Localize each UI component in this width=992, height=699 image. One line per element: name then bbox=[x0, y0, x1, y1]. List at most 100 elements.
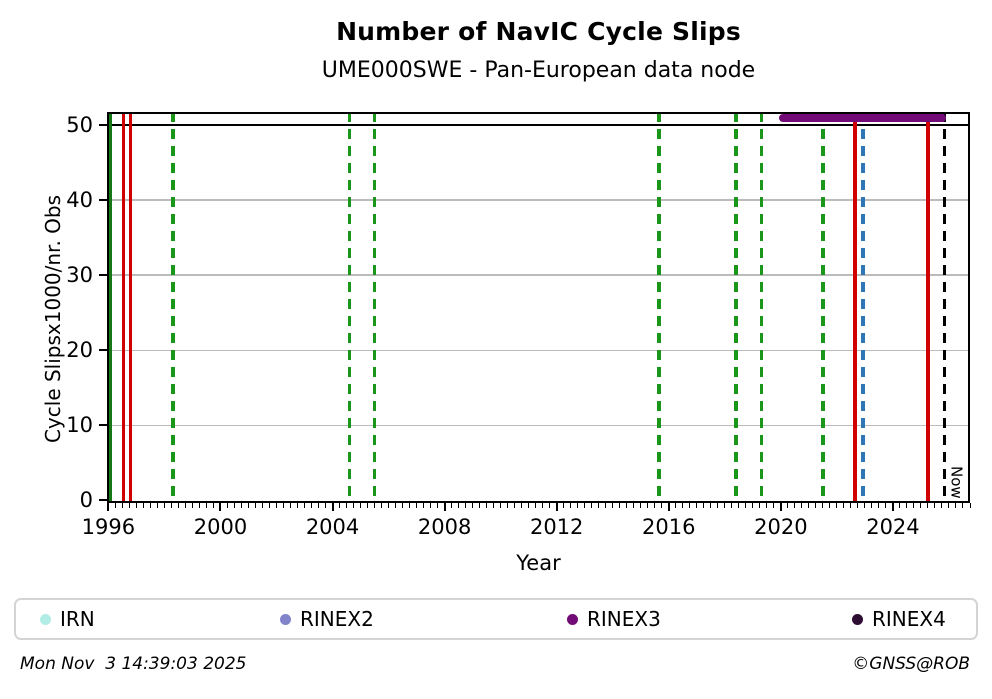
legend-item-irn: IRN bbox=[16, 607, 256, 631]
x-minor-tick bbox=[437, 503, 439, 508]
x-minor-tick bbox=[612, 503, 614, 508]
x-minor-tick bbox=[177, 503, 179, 508]
x-minor-tick bbox=[696, 503, 698, 508]
x-minor-tick bbox=[857, 503, 859, 508]
x-minor-tick bbox=[142, 503, 144, 508]
x-minor-tick bbox=[591, 503, 593, 508]
x-minor-tick bbox=[941, 503, 943, 508]
event-line-dashed bbox=[171, 112, 175, 503]
x-minor-tick bbox=[654, 503, 656, 508]
x-minor-tick bbox=[640, 503, 642, 508]
x-minor-tick bbox=[913, 503, 915, 508]
left-spine bbox=[107, 112, 109, 503]
x-minor-tick bbox=[871, 503, 873, 508]
x-minor-tick bbox=[360, 503, 362, 508]
x-minor-tick bbox=[724, 503, 726, 508]
x-minor-tick bbox=[836, 503, 838, 508]
legend-marker-icon bbox=[280, 613, 291, 625]
event-line-solid bbox=[108, 112, 112, 503]
cap-line-50 bbox=[107, 123, 970, 127]
x-major-tick bbox=[891, 503, 894, 511]
series-rinex3 bbox=[779, 113, 947, 122]
x-minor-tick bbox=[787, 503, 789, 508]
legend-label: RINEX3 bbox=[587, 607, 661, 631]
x-minor-tick bbox=[240, 503, 242, 508]
right-spine bbox=[968, 112, 970, 503]
y-major-tick bbox=[99, 499, 107, 502]
x-minor-tick bbox=[626, 503, 628, 508]
x-major-tick bbox=[555, 503, 558, 511]
event-line-dashed bbox=[372, 112, 377, 503]
x-minor-tick bbox=[318, 503, 320, 508]
x-tick-label: 2024 bbox=[866, 515, 920, 539]
chart-subtitle: UME000SWE - Pan-European data node bbox=[321, 58, 756, 83]
x-major-tick bbox=[331, 503, 334, 511]
bottom-spine bbox=[107, 501, 970, 503]
x-minor-tick bbox=[374, 503, 376, 508]
x-major-tick bbox=[667, 503, 670, 511]
x-minor-tick bbox=[521, 503, 523, 508]
h-gridline bbox=[107, 424, 970, 427]
x-minor-tick bbox=[395, 503, 397, 508]
x-minor-tick bbox=[353, 503, 355, 508]
legend-item-rinex4: RINEX4 bbox=[828, 607, 976, 631]
event-line-solid bbox=[853, 112, 857, 503]
x-minor-tick bbox=[170, 503, 172, 508]
x-minor-tick bbox=[163, 503, 165, 508]
x-minor-tick bbox=[808, 503, 810, 508]
x-minor-tick bbox=[864, 503, 866, 508]
legend-marker-icon bbox=[40, 613, 51, 625]
x-tick-label: 2016 bbox=[642, 515, 696, 539]
x-minor-tick bbox=[962, 503, 964, 508]
x-major-tick bbox=[219, 503, 222, 511]
timestamp: Mon Nov 3 14:39:03 2025 bbox=[20, 654, 247, 674]
x-minor-tick bbox=[325, 503, 327, 508]
x-minor-tick bbox=[969, 503, 971, 508]
x-minor-tick bbox=[388, 503, 390, 508]
x-minor-tick bbox=[128, 503, 130, 508]
x-minor-tick bbox=[899, 503, 901, 508]
x-minor-tick bbox=[920, 503, 922, 508]
x-minor-tick bbox=[381, 503, 383, 508]
x-minor-tick bbox=[794, 503, 796, 508]
y-major-tick bbox=[99, 124, 107, 127]
x-minor-tick bbox=[409, 503, 411, 508]
legend-item-rinex3: RINEX3 bbox=[543, 607, 828, 631]
x-minor-tick bbox=[633, 503, 635, 508]
x-minor-tick bbox=[283, 503, 285, 508]
x-minor-tick bbox=[528, 503, 530, 508]
event-line-dashed bbox=[759, 112, 763, 503]
x-minor-tick bbox=[430, 503, 432, 508]
legend-label: IRN bbox=[60, 607, 95, 631]
now-line bbox=[943, 112, 946, 503]
x-minor-tick bbox=[843, 503, 845, 508]
x-minor-tick bbox=[710, 503, 712, 508]
x-minor-tick bbox=[535, 503, 537, 508]
x-minor-tick bbox=[885, 503, 887, 508]
x-minor-tick bbox=[402, 503, 404, 508]
x-minor-tick bbox=[682, 503, 684, 508]
x-minor-tick bbox=[311, 503, 313, 508]
plot-area: Now bbox=[107, 112, 970, 503]
x-minor-tick bbox=[114, 503, 116, 508]
x-minor-tick bbox=[822, 503, 824, 508]
x-tick-label: 2008 bbox=[417, 515, 472, 539]
now-label: Now bbox=[947, 466, 966, 499]
event-line-solid bbox=[129, 112, 133, 503]
x-minor-tick bbox=[815, 503, 817, 508]
event-line-dashed bbox=[821, 112, 825, 503]
x-minor-tick bbox=[927, 503, 929, 508]
x-minor-tick bbox=[262, 503, 263, 508]
x-minor-tick bbox=[247, 503, 249, 508]
x-tick-label: 2012 bbox=[529, 515, 584, 539]
x-minor-tick bbox=[458, 503, 460, 508]
h-gridline bbox=[107, 349, 970, 352]
x-minor-tick bbox=[689, 503, 691, 508]
x-minor-tick bbox=[514, 503, 516, 508]
x-axis-label: Year bbox=[516, 551, 561, 575]
x-minor-tick bbox=[367, 503, 369, 508]
x-minor-tick bbox=[955, 503, 957, 508]
x-tick-label: 2020 bbox=[754, 515, 808, 539]
x-major-tick bbox=[443, 503, 446, 511]
event-line-dashed bbox=[347, 112, 352, 503]
